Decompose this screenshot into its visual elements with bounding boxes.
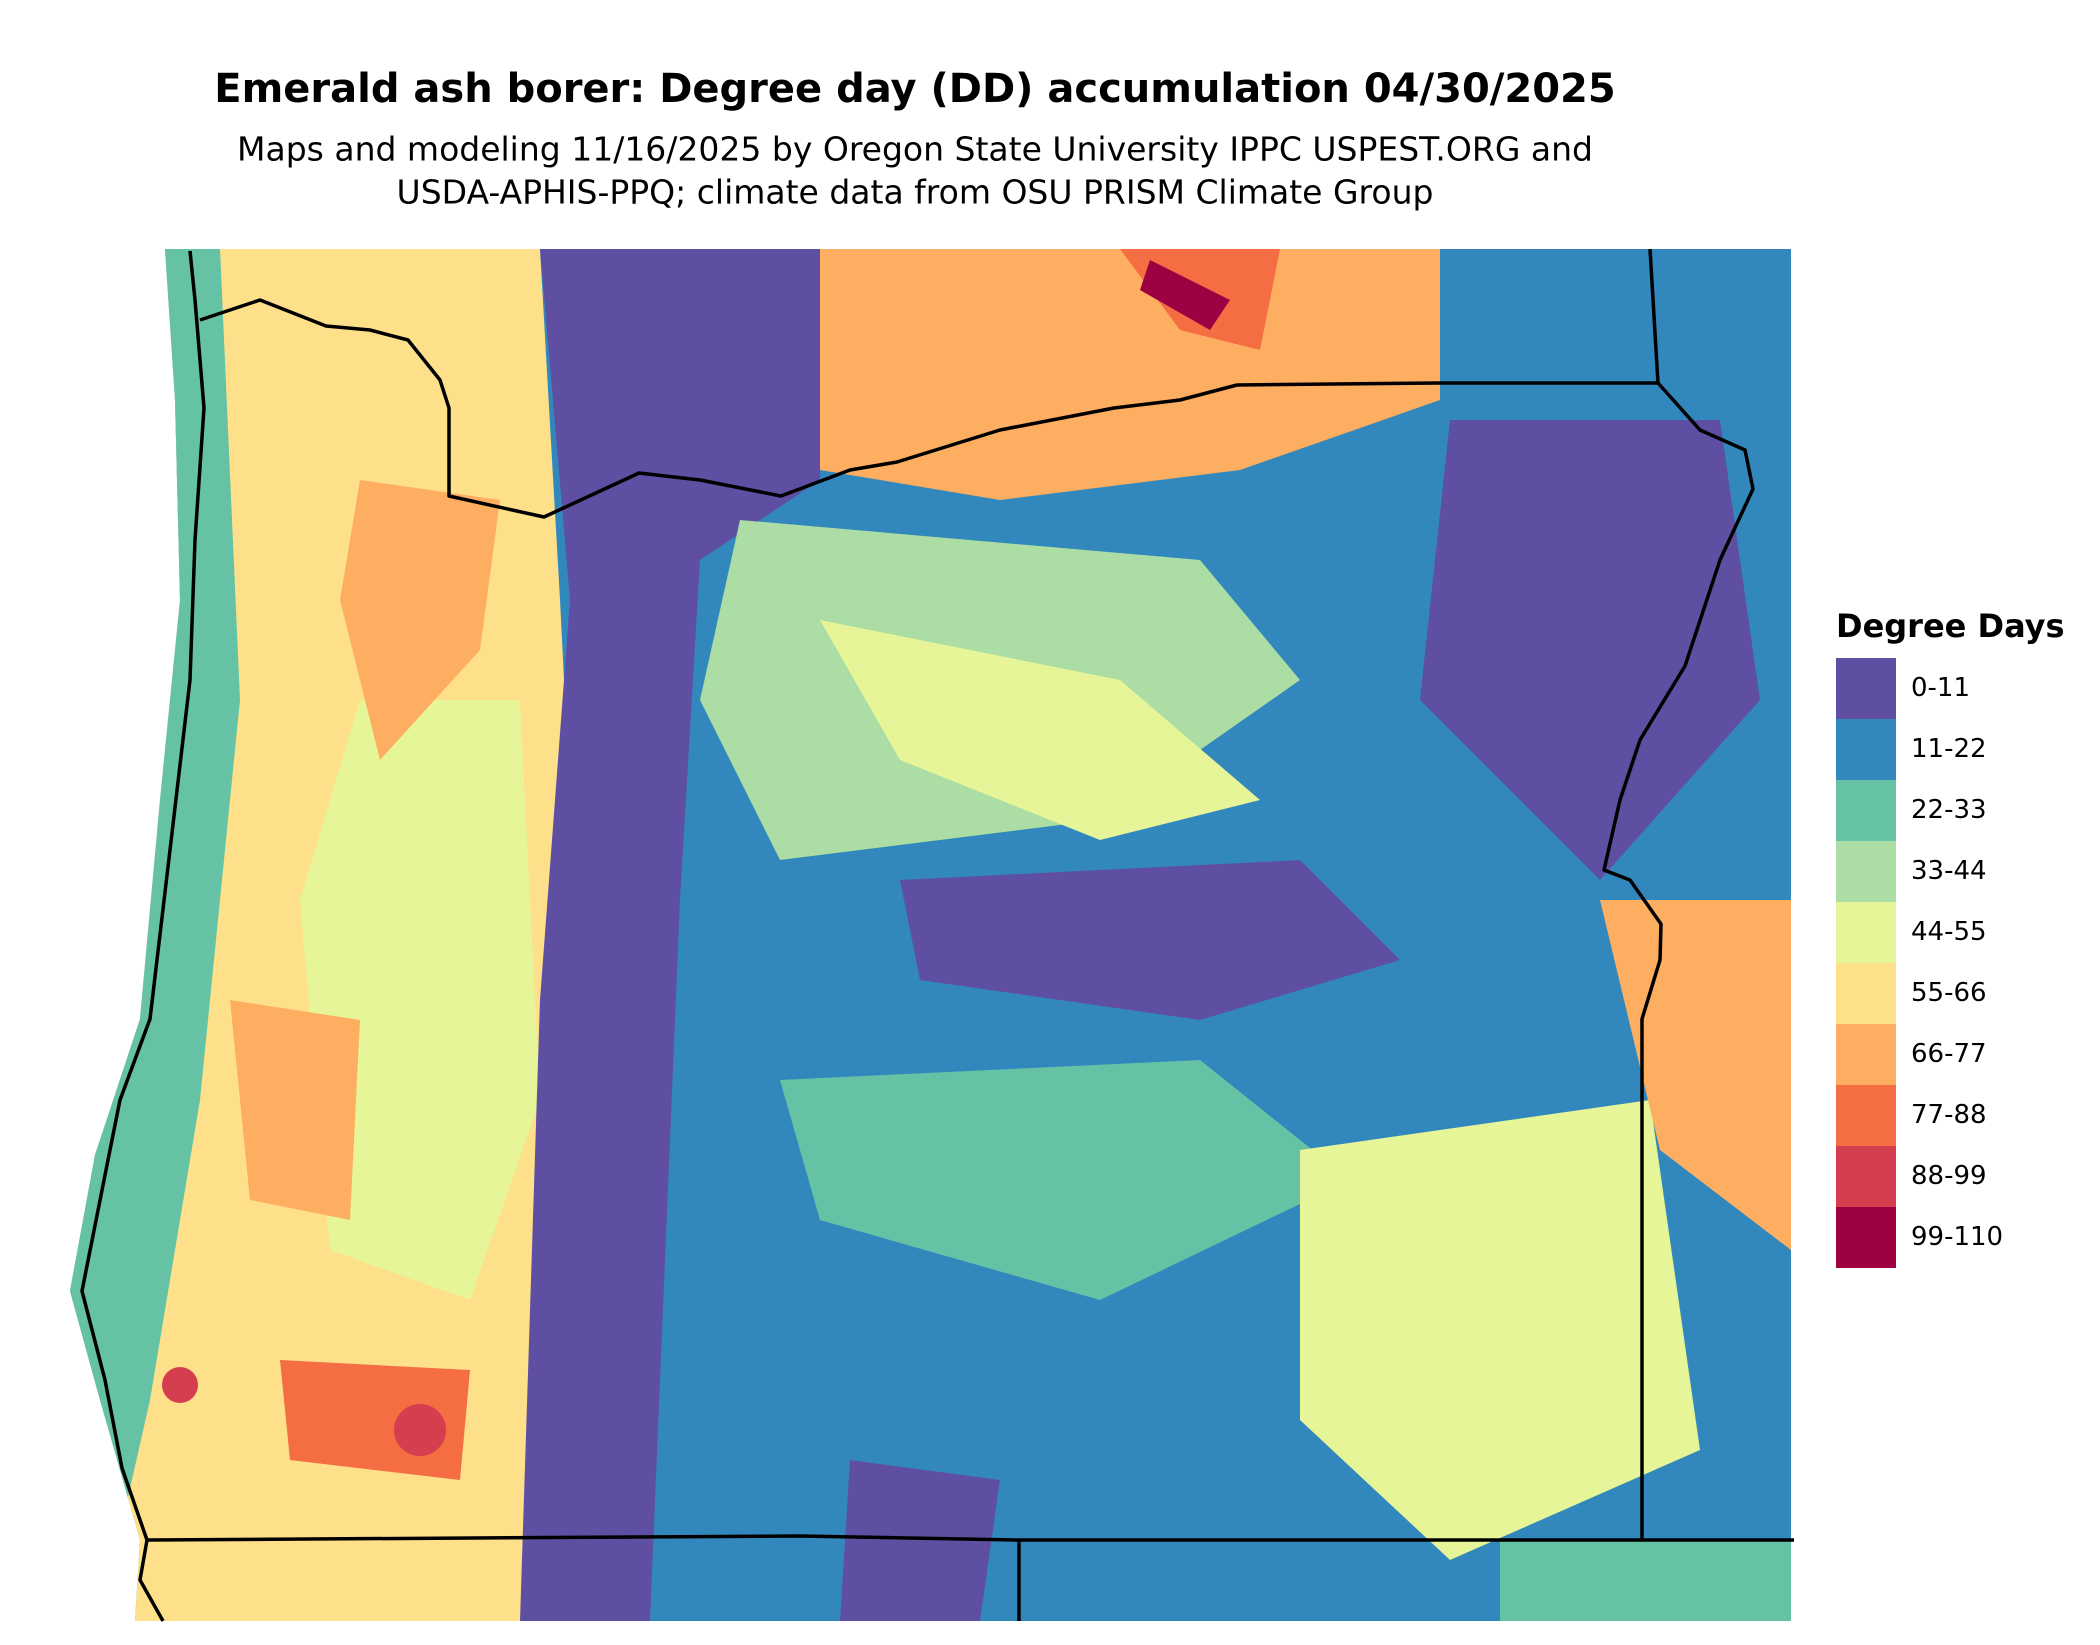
- title: Emerald ash borer: Degree day (DD) accum…: [214, 66, 1615, 112]
- zone: [300, 700, 540, 1300]
- legend-swatch: [1836, 1146, 1896, 1207]
- legend-label: 11-22: [1911, 734, 1987, 764]
- legend-swatch: [1836, 841, 1896, 902]
- subtitle: Maps and modeling 11/16/2025 by Oregon S…: [237, 130, 1593, 169]
- legend-swatch: [1836, 1085, 1896, 1146]
- legend-swatch: [1836, 780, 1896, 841]
- legend-title: Degree Days: [1836, 607, 2065, 645]
- zone: [520, 249, 820, 1621]
- zone: [820, 620, 1260, 840]
- legend-label: 77-88: [1911, 1100, 1987, 1130]
- state-border: [199, 298, 1755, 1540]
- legend-swatch: [1836, 719, 1896, 780]
- zone: [230, 1000, 360, 1220]
- zone: [900, 860, 1400, 1020]
- zone: [1300, 1100, 1700, 1560]
- legend-label: 44-55: [1911, 917, 1987, 947]
- zone: [340, 480, 500, 760]
- zone: [840, 1460, 1000, 1621]
- coastline: [80, 250, 206, 1622]
- legend-swatch: [1836, 1207, 1896, 1268]
- subtitle: USDA-APHIS-PPQ; climate data from OSU PR…: [397, 173, 1434, 212]
- state-border: [1648, 248, 1660, 384]
- legend-label: 99-110: [1911, 1222, 2003, 1252]
- zone: [780, 1060, 1350, 1300]
- map: [70, 249, 1791, 1621]
- legend-label: 55-66: [1911, 978, 1987, 1008]
- zone: [1140, 260, 1230, 330]
- legend-swatch: [1836, 902, 1896, 963]
- legend-swatch: [1836, 963, 1896, 1024]
- legend-label: 22-33: [1911, 795, 1987, 825]
- state-border: [146, 1534, 1794, 1542]
- legend-label: 66-77: [1911, 1039, 1987, 1069]
- legend-label: 33-44: [1911, 856, 1987, 886]
- zone: [1500, 1540, 1791, 1621]
- zone: [162, 1367, 198, 1403]
- zone: [1420, 420, 1760, 880]
- borders: [80, 248, 1794, 1622]
- legend-label: 88-99: [1911, 1161, 1987, 1191]
- legend-label: 0-11: [1911, 673, 1970, 703]
- zone: [1600, 900, 1791, 1250]
- zone: [394, 1404, 446, 1456]
- legend-swatch: [1836, 658, 1896, 719]
- legend: 0-11 11-22 22-33 33-44 44-55 55-66 66-77 77-88 8…: [1836, 658, 2003, 1268]
- legend-swatch: [1836, 1024, 1896, 1085]
